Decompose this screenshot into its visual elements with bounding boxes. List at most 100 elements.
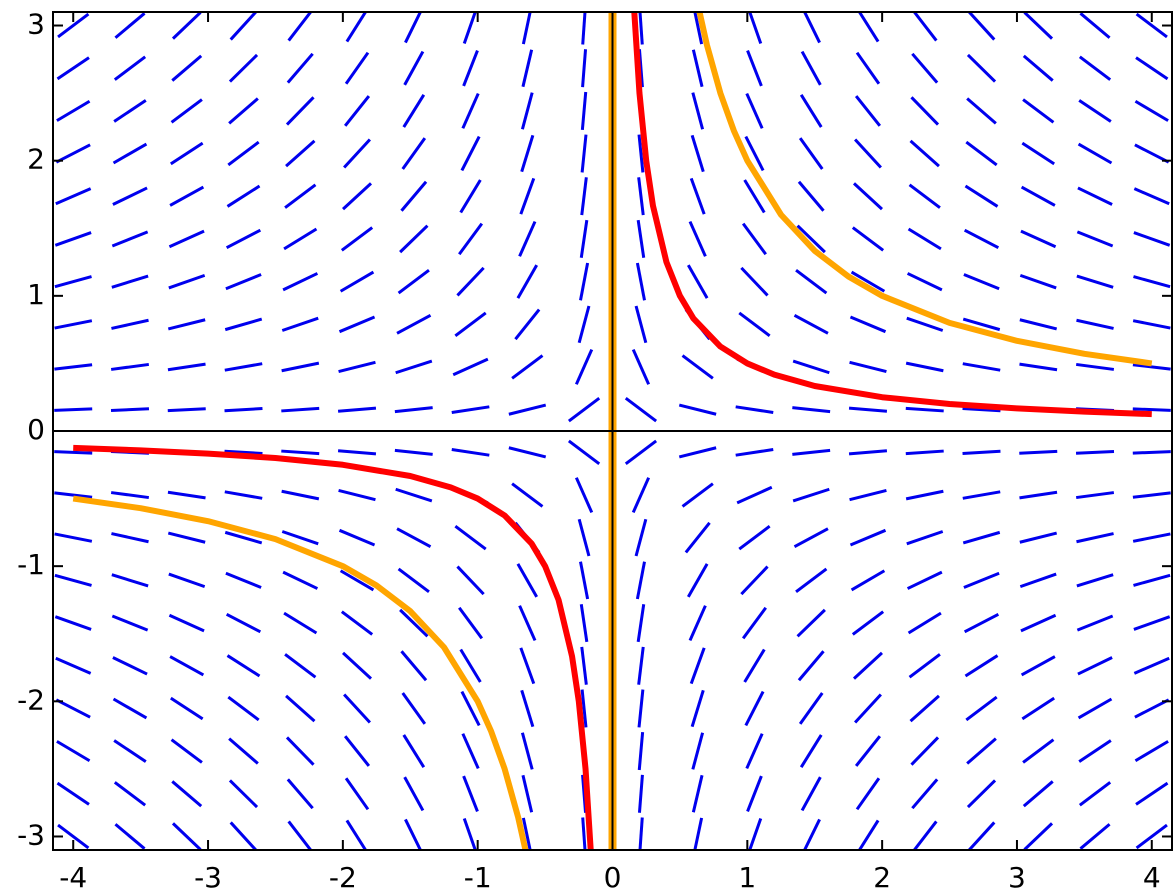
slope-segment — [1022, 780, 1054, 808]
slope-segment — [1077, 697, 1113, 720]
slope-segment — [113, 781, 147, 807]
slope-segment — [54, 491, 93, 499]
slope-segment — [285, 736, 315, 766]
slope-segment — [567, 397, 601, 423]
slope-segment — [56, 740, 91, 763]
slope-segment — [1135, 823, 1168, 850]
slope-segment — [56, 56, 90, 81]
slope-segment — [224, 362, 263, 372]
y-tick-label: 1 — [27, 278, 45, 311]
slope-segment — [344, 51, 370, 85]
slope-segment — [966, 737, 997, 765]
slope-segment — [852, 651, 883, 680]
slope-segment — [1077, 142, 1113, 165]
slope-segment — [462, 12, 477, 44]
slope-segment — [745, 733, 764, 770]
slope-segment — [693, 817, 704, 850]
slope-segment — [520, 732, 534, 770]
slope-segment — [854, 138, 882, 169]
slope-segment — [340, 226, 374, 252]
slope-segment — [579, 262, 590, 301]
slope-segment — [224, 407, 263, 413]
slope-segment — [54, 231, 92, 247]
slope-segment — [855, 777, 881, 811]
y-tick-label: 0 — [27, 413, 45, 446]
slope-segment — [521, 774, 534, 813]
slope-segment — [736, 485, 773, 505]
slope-segment — [454, 525, 487, 551]
slope-segment — [343, 95, 371, 127]
y-tick-label: -2 — [17, 683, 45, 716]
slope-segment — [797, 650, 825, 682]
slope-segment — [678, 403, 717, 416]
slope-segment — [851, 226, 885, 252]
slope-segment — [855, 51, 881, 85]
slope-segment — [112, 186, 148, 206]
slope-segment — [170, 98, 203, 124]
slope-segment — [792, 487, 830, 503]
slope-segment — [1132, 532, 1171, 543]
slope-segment — [282, 570, 319, 590]
slope-segment — [567, 439, 601, 465]
slope-segment — [520, 689, 535, 728]
slope-segment — [624, 397, 658, 423]
slope-segment — [228, 737, 259, 765]
slope-segment — [911, 778, 939, 810]
slope-segment — [1076, 614, 1114, 632]
solution-curve — [73, 12, 1152, 850]
slope-segment — [54, 363, 93, 371]
slope-segment — [1020, 229, 1057, 249]
slope-segment — [689, 177, 706, 215]
slope-segment — [338, 528, 376, 547]
slope-segment — [287, 12, 313, 42]
slope-segment — [963, 273, 1000, 291]
slope-segment — [637, 689, 645, 728]
slope-segment — [909, 694, 940, 723]
slope-segment — [283, 611, 318, 635]
slope-segment — [907, 227, 942, 251]
slope-segment — [1076, 573, 1114, 588]
slope-segment — [224, 449, 263, 455]
slope-segment — [170, 696, 204, 721]
slope-segment — [905, 449, 944, 456]
slope-segment — [456, 266, 485, 297]
slope-segment — [962, 362, 1001, 372]
slope-segment — [1076, 318, 1114, 330]
slope-segment — [637, 134, 645, 173]
slope-segment — [110, 407, 150, 412]
slope-segment — [579, 604, 589, 643]
slope-segment — [451, 405, 490, 414]
slope-segment — [57, 823, 90, 850]
slope-segment — [906, 570, 943, 590]
slope-segment — [169, 185, 205, 207]
slope-segment — [54, 573, 92, 587]
slope-segment — [114, 12, 146, 39]
slope-segment — [229, 12, 258, 41]
y-tick-label: -1 — [17, 548, 45, 581]
slope-segment — [911, 52, 939, 84]
slope-segment — [227, 695, 260, 722]
slope-segment — [738, 525, 771, 551]
slope-segment — [689, 647, 706, 685]
slope-segment — [688, 605, 707, 642]
slope-segment — [55, 143, 91, 164]
slope-segment — [691, 732, 705, 770]
slope-segment — [1019, 273, 1057, 290]
slope-segment — [634, 518, 648, 557]
slope-segment — [285, 694, 316, 723]
slope-segment — [793, 527, 829, 548]
slope-segment — [283, 227, 318, 251]
slope-segment — [691, 774, 704, 813]
slope-segment — [1022, 54, 1054, 82]
slope-segment — [579, 219, 589, 258]
solution-curve — [72, 12, 1153, 850]
slope-segment — [281, 361, 320, 373]
slope-segment — [580, 134, 588, 173]
slope-segment — [395, 487, 433, 503]
slope-segment — [850, 270, 886, 293]
slope-segment — [852, 182, 883, 211]
slope-segment — [850, 569, 886, 592]
slope-segment — [748, 818, 763, 850]
slope-segment — [113, 99, 147, 123]
slope-segment — [342, 182, 373, 211]
